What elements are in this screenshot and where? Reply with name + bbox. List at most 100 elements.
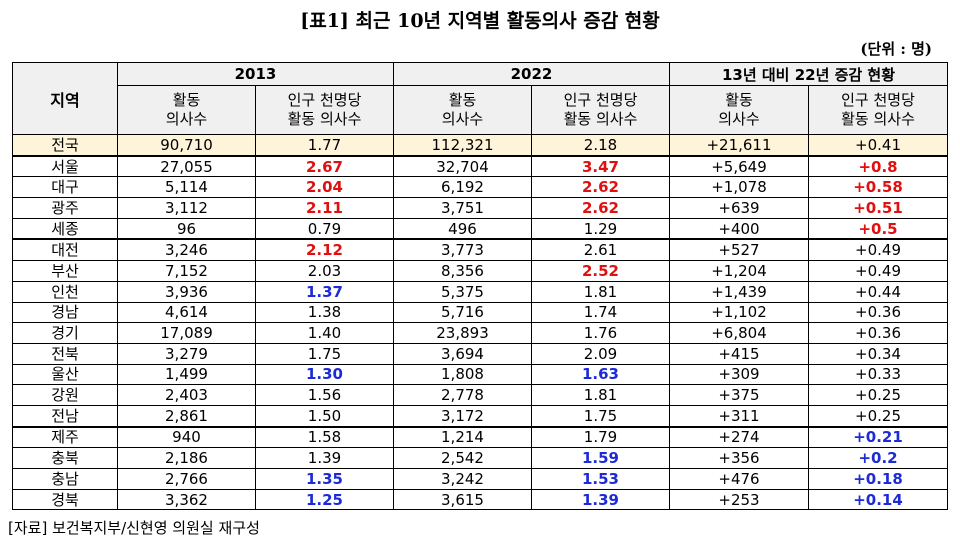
active-change-cell: +311 (669, 404, 809, 428)
active-2013-cell: 2,186 (117, 447, 256, 469)
per1000-change-cell: +0.18 (807, 468, 949, 490)
active-2013-cell: 90,710 (117, 133, 256, 157)
active-2013-cell: 3,112 (117, 197, 256, 219)
region-cell: 인천 (12, 280, 118, 303)
per1000-2022-cell: 1.29 (531, 217, 670, 240)
per1000-2022-cell: 2.61 (531, 238, 670, 262)
region-cell: 충북 (12, 447, 118, 469)
per1000-change-cell: +0.25 (807, 404, 949, 428)
table-row: 충남 2,766 1.35 3,242 1.53 +476 +0.18 (12, 468, 949, 490)
table-row: 세종 96 0.79 496 1.29 +400 +0.5 (12, 217, 949, 240)
per1000-2013-cell: 1.75 (255, 342, 394, 365)
per1000-2013-cell: 2.03 (255, 260, 394, 282)
per1000-change-cell: +0.5 (807, 217, 949, 240)
region-cell: 경남 (12, 301, 118, 324)
table-row: 제주 940 1.58 1,214 1.79 +274 +0.21 (12, 425, 949, 449)
header-per1000-2013: 인구 천명당 활동 의사수 (255, 85, 394, 135)
region-cell: 세종 (12, 217, 118, 240)
active-2022-cell: 1,214 (393, 425, 532, 449)
per1000-2013-cell: 2.12 (255, 238, 394, 262)
table-row: 대전 3,246 2.12 3,773 2.61 +527 +0.49 (12, 238, 949, 262)
per1000-2022-cell: 2.62 (531, 176, 670, 199)
active-2022-cell: 3,751 (393, 197, 532, 219)
table-row: 충북 2,186 1.39 2,542 1.59 +356 +0.2 (12, 447, 949, 469)
per1000-2013-cell: 1.25 (255, 488, 394, 511)
active-2022-cell: 2,542 (393, 447, 532, 469)
per1000-change-cell: +0.33 (807, 363, 949, 386)
active-change-cell: +6,804 (669, 322, 809, 344)
region-cell: 전국 (12, 133, 118, 157)
header-active-change: 활동 의사수 (669, 85, 809, 135)
header-change: 13년 대비 22년 증감 현황 (668, 62, 949, 86)
header-2022: 2022 (393, 62, 670, 86)
active-2022-cell: 496 (393, 217, 532, 240)
per1000-change-cell: +0.8 (807, 154, 949, 178)
per1000-2013-cell: 1.37 (255, 280, 394, 303)
per1000-2022-cell: 1.81 (531, 280, 670, 303)
per1000-change-cell: +0.36 (807, 301, 949, 324)
active-2022-cell: 8,356 (393, 260, 532, 282)
active-change-cell: +375 (669, 384, 809, 406)
active-change-cell: +21,611 (669, 133, 809, 157)
region-cell: 부산 (12, 260, 118, 282)
header-2013: 2013 (117, 62, 394, 86)
active-change-cell: +5,649 (669, 154, 809, 178)
active-change-cell: +1,439 (669, 280, 809, 303)
per1000-change-cell: +0.49 (807, 238, 949, 262)
region-cell: 제주 (12, 425, 118, 449)
per1000-change-cell: +0.51 (807, 197, 949, 219)
per1000-2013-cell: 1.58 (255, 425, 394, 449)
per1000-2013-cell: 1.56 (255, 384, 394, 406)
per1000-change-cell: +0.14 (807, 488, 949, 511)
active-2022-cell: 3,694 (393, 342, 532, 365)
table-row: 울산 1,499 1.30 1,808 1.63 +309 +0.33 (12, 363, 949, 386)
per1000-2013-cell: 1.77 (255, 133, 394, 157)
table-title: [표1] 최근 10년 지역별 활동의사 증감 현황 (300, 10, 660, 32)
active-2022-cell: 112,321 (393, 133, 532, 157)
per1000-2013-cell: 1.30 (255, 363, 394, 386)
table-row: 부산 7,152 2.03 8,356 2.52 +1,204 +0.49 (12, 260, 949, 282)
active-2022-cell: 3,773 (393, 238, 532, 262)
per1000-2013-cell: 0.79 (255, 217, 394, 240)
region-cell: 경기 (12, 322, 118, 344)
table-row: 경북 3,362 1.25 3,615 1.39 +253 +0.14 (12, 488, 949, 511)
active-2022-cell: 5,716 (393, 301, 532, 324)
active-2013-cell: 7,152 (117, 260, 256, 282)
per1000-2013-cell: 2.67 (255, 154, 394, 178)
per1000-change-cell: +0.36 (807, 322, 949, 344)
active-change-cell: +1,204 (669, 260, 809, 282)
per1000-2022-cell: 1.76 (531, 322, 670, 344)
per1000-2013-cell: 1.35 (255, 468, 394, 490)
active-2013-cell: 2,861 (117, 404, 256, 428)
per1000-2022-cell: 1.79 (531, 425, 670, 449)
active-2013-cell: 4,614 (117, 301, 256, 324)
header-active-2013: 활동 의사수 (117, 85, 256, 135)
active-2022-cell: 3,242 (393, 468, 532, 490)
region-cell: 대전 (12, 238, 118, 262)
per1000-change-cell: +0.2 (807, 447, 949, 469)
active-2022-cell: 6,192 (393, 176, 532, 199)
region-cell: 강원 (12, 384, 118, 406)
table-row: 서울 27,055 2.67 32,704 3.47 +5,649 +0.8 (12, 154, 949, 178)
active-2022-cell: 32,704 (393, 154, 532, 178)
active-change-cell: +253 (669, 488, 809, 511)
per1000-2013-cell: 1.50 (255, 404, 394, 428)
table-row: 광주 3,112 2.11 3,751 2.62 +639 +0.51 (12, 197, 949, 219)
table-row: 전북 3,279 1.75 3,694 2.09 +415 +0.34 (12, 342, 949, 365)
active-2013-cell: 1,499 (117, 363, 256, 386)
source-note: [자료] 보건복지부/신현영 의원실 재구성 (8, 519, 260, 537)
active-2013-cell: 940 (117, 425, 256, 449)
per1000-change-cell: +0.21 (807, 425, 949, 449)
table-row: 경남 4,614 1.38 5,716 1.74 +1,102 +0.36 (12, 301, 949, 324)
per1000-2022-cell: 1.39 (531, 488, 670, 511)
per1000-2022-cell: 1.53 (531, 468, 670, 490)
per1000-2022-cell: 1.63 (531, 363, 670, 386)
active-change-cell: +309 (669, 363, 809, 386)
active-change-cell: +356 (669, 447, 809, 469)
region-cell: 전북 (12, 342, 118, 365)
physician-table: 지역 2013 2022 13년 대비 22년 증감 현황 활동 의사수 인구 천… (12, 62, 949, 511)
per1000-2013-cell: 1.39 (255, 447, 394, 469)
per1000-2013-cell: 1.38 (255, 301, 394, 324)
active-2013-cell: 3,936 (117, 280, 256, 303)
active-2022-cell: 2,778 (393, 384, 532, 406)
